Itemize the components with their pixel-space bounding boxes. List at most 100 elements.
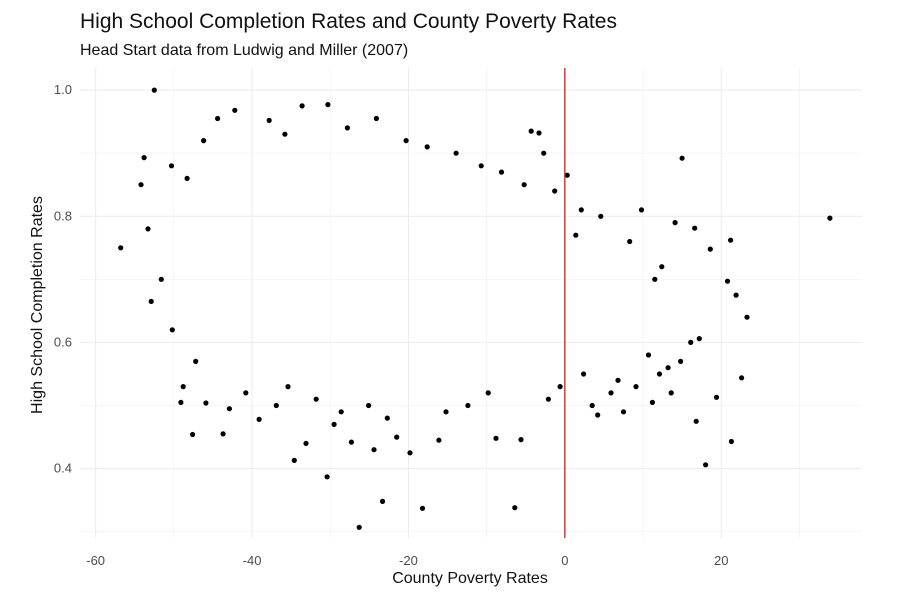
data-point (668, 390, 674, 396)
data-point (384, 415, 390, 421)
x-tick-label: -20 (399, 553, 418, 568)
y-tick-label: 0.8 (54, 208, 72, 223)
data-point (552, 188, 558, 194)
data-point (407, 450, 413, 456)
data-point (645, 352, 652, 358)
data-point (443, 409, 449, 415)
data-point (424, 144, 430, 150)
data-point (325, 102, 331, 108)
data-point (679, 155, 685, 161)
data-point (485, 390, 491, 396)
data-point (589, 402, 595, 409)
data-point (232, 107, 238, 113)
chart-title: High School Completion Rates and County … (80, 10, 617, 33)
data-point (148, 298, 154, 304)
data-point (498, 169, 505, 175)
data-point (649, 399, 656, 405)
data-point (633, 384, 639, 390)
data-point (652, 276, 658, 282)
data-point (573, 232, 579, 238)
data-point (158, 276, 164, 282)
data-point (696, 336, 702, 342)
data-point (665, 365, 671, 371)
data-point (557, 384, 563, 390)
data-point (371, 447, 377, 453)
data-point (545, 396, 552, 402)
x-axis-title: County Poverty Rates (392, 570, 548, 587)
data-point (615, 377, 621, 383)
y-tick-label: 0.6 (54, 334, 72, 349)
data-point (728, 438, 735, 445)
data-point (324, 474, 330, 480)
data-point (344, 125, 350, 131)
data-point (703, 462, 709, 468)
data-point (595, 412, 601, 418)
data-point (638, 207, 645, 213)
data-point (521, 182, 527, 188)
data-point (659, 264, 665, 270)
data-point (528, 128, 534, 134)
data-point (169, 327, 175, 333)
data-point (536, 130, 542, 136)
data-point (739, 375, 745, 381)
data-point (338, 409, 344, 415)
data-point (180, 384, 186, 390)
data-point (728, 237, 734, 243)
data-points (118, 87, 833, 530)
x-tick-label: -40 (243, 553, 262, 568)
data-point (215, 115, 221, 122)
grid-lines (80, 68, 862, 538)
chart-subtitle: Head Start data from Ludwig and Miller (… (80, 42, 409, 59)
data-point (193, 358, 199, 364)
data-point (403, 138, 409, 144)
data-point (118, 245, 124, 251)
data-point (243, 390, 249, 396)
data-point (493, 435, 499, 441)
data-point (478, 163, 484, 169)
data-point (678, 358, 684, 364)
y-tick-label: 1.0 (54, 82, 72, 97)
data-point (380, 498, 386, 504)
data-point (291, 457, 297, 463)
data-point (707, 246, 713, 252)
data-point (724, 278, 731, 284)
data-point (184, 175, 190, 181)
data-point (273, 402, 279, 409)
data-point (627, 238, 633, 245)
data-point (303, 440, 309, 446)
data-point (436, 437, 442, 443)
data-point (578, 207, 584, 213)
data-point (282, 131, 288, 137)
data-point (226, 406, 232, 412)
data-point (688, 339, 694, 345)
data-point (453, 150, 459, 156)
data-point (266, 117, 272, 123)
data-point (394, 434, 400, 440)
data-point (672, 220, 678, 226)
data-point (512, 505, 518, 511)
data-point (220, 431, 226, 437)
data-point (299, 103, 305, 109)
data-point (313, 396, 319, 402)
data-point (178, 399, 184, 405)
data-point (733, 292, 739, 298)
y-axis-title: High School Completion Rates (29, 196, 46, 414)
data-point (373, 115, 379, 122)
data-point (518, 437, 524, 443)
x-tick-label: 0 (561, 553, 568, 568)
data-point (256, 416, 262, 422)
y-tick-label: 0.4 (54, 461, 72, 476)
data-point (465, 402, 471, 409)
data-point (419, 505, 426, 511)
data-point (138, 182, 144, 188)
data-point (541, 150, 547, 156)
data-point (713, 394, 720, 400)
data-point (564, 172, 570, 178)
data-point (656, 371, 663, 377)
data-point (366, 402, 372, 409)
data-point (348, 439, 354, 445)
data-point (145, 226, 151, 232)
x-axis-ticks: -60 -40 -20 0 20 (86, 553, 728, 568)
data-point (608, 390, 614, 396)
